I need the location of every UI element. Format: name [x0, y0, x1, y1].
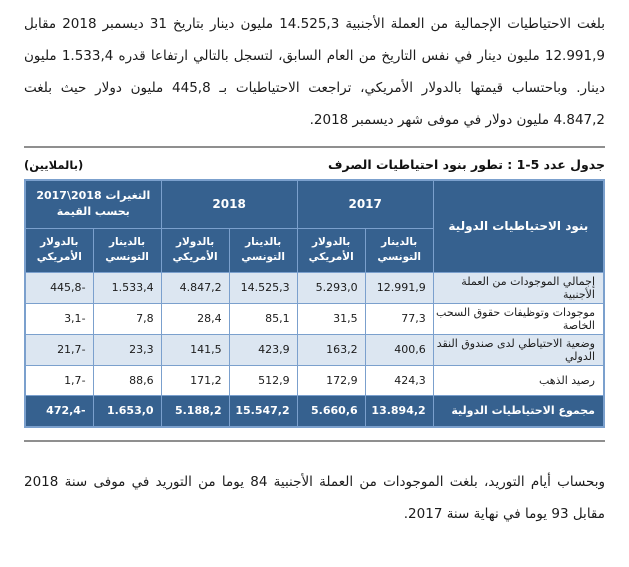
value-cell: 163,2: [296, 333, 366, 366]
table-row: إجمالي الموجودات من العملة الأجنبية 12.99…: [24, 271, 605, 304]
table-body: إجمالي الموجودات من العملة الأجنبية 12.99…: [24, 271, 605, 428]
value-cell: -472,4: [24, 394, 94, 428]
table-caption: جدول عدد 5-1 : تطور بنود احتياطيات الصرف: [328, 157, 605, 172]
value-cell: 31,5: [296, 302, 366, 335]
value-cell: 7,8: [92, 302, 162, 335]
table-row: موجودات وتوظيفات حقوق السحب الخاصة 77,3 31…: [24, 302, 605, 335]
header-sub-row: بالدينار التونسي بالدولار الأمريكي بالدي…: [24, 227, 604, 273]
table-row: رصيد الذهب 424,3 172,9 512,9 171,2 88,6 -1,7: [24, 364, 605, 396]
value-cell: 5.660,6: [296, 394, 366, 428]
value-cell: -1,7: [24, 364, 94, 396]
value-cell: 512,9: [228, 364, 298, 396]
subheader-dollar-changes: بالدولار الأمريكي: [24, 227, 94, 273]
row-label: مجموع الاحتياطيات الدولية: [432, 394, 605, 428]
row-label: رصيد الذهب: [432, 364, 605, 396]
column-group-2018: 2018: [160, 179, 298, 229]
value-cell: 14.525,3: [228, 271, 298, 304]
value-cell: 23,3: [92, 333, 162, 366]
value-cell: 5.293,0: [296, 271, 366, 304]
value-cell: 88,6: [92, 364, 162, 396]
value-cell: 4.847,2: [160, 271, 230, 304]
column-group-changes-line2: بحسب القيمة: [56, 205, 130, 219]
value-cell: 15.547,2: [228, 394, 298, 428]
value-cell: 172,9: [296, 364, 366, 396]
table-caption-row: جدول عدد 5-1 : تطور بنود احتياطيات الصرف…: [24, 157, 605, 172]
subheader-dinar-changes: بالدينار التونسي: [92, 227, 162, 273]
subheader-dollar-2017: بالدولار الأمريكي: [296, 227, 366, 273]
value-cell: 1.653,0: [92, 394, 162, 428]
row-label: وضعية الاحتياطي لدى صندوق النقد الدولي: [432, 333, 605, 366]
value-cell: 13.894,2: [364, 394, 434, 428]
bottom-divider: [24, 440, 605, 442]
column-group-2017: 2017: [296, 179, 434, 229]
value-cell: 423,9: [228, 333, 298, 366]
table-row-total: مجموع الاحتياطيات الدولية 13.894,2 5.660,6…: [24, 394, 605, 428]
column-group-changes-line1: التغيرات 2018\2017: [36, 188, 151, 202]
subheader-dinar-2017: بالدينار التونسي: [364, 227, 434, 273]
subheader-dollar-2018: بالدولار الأمريكي: [160, 227, 230, 273]
reserves-table: بنود الاحتياطيات الدولية 2017 2018 التغي…: [24, 179, 605, 428]
column-header-items: بنود الاحتياطيات الدولية: [432, 179, 605, 273]
row-label: موجودات وتوظيفات حقوق السحب الخاصة: [432, 302, 605, 335]
table-row: وضعية الاحتياطي لدى صندوق النقد الدولي 40…: [24, 333, 605, 366]
header-group-row: بنود الاحتياطيات الدولية 2017 2018 التغي…: [24, 179, 605, 273]
subheader-dinar-2018: بالدينار التونسي: [228, 227, 298, 273]
top-divider: [24, 146, 605, 148]
value-cell: 171,2: [160, 364, 230, 396]
value-cell: 85,1: [228, 302, 298, 335]
value-cell: 5.188,2: [160, 394, 230, 428]
value-cell: 77,3: [364, 302, 434, 335]
value-cell: 400,6: [364, 333, 434, 366]
value-cell: 141,5: [160, 333, 230, 366]
row-label: إجمالي الموجودات من العملة الأجنبية: [432, 271, 605, 304]
value-cell: -21,7: [24, 333, 94, 366]
value-cell: -445,8: [24, 271, 94, 304]
value-cell: 12.991,9: [364, 271, 434, 304]
value-cell: -3,1: [24, 302, 94, 335]
intro-paragraph: بلغت الاحتياطيات الإجمالية من العملة الأ…: [24, 16, 605, 128]
value-cell: 424,3: [364, 364, 434, 396]
value-cell: 1.533,4: [92, 271, 162, 304]
closing-paragraph: وبحساب أيام التوريد، بلغت الموجودات من ا…: [24, 474, 605, 522]
value-cell: 28,4: [160, 302, 230, 335]
column-group-changes: التغيرات 2018\2017 بحسب القيمة: [24, 179, 162, 229]
unit-note: (بالملايين): [24, 158, 84, 172]
